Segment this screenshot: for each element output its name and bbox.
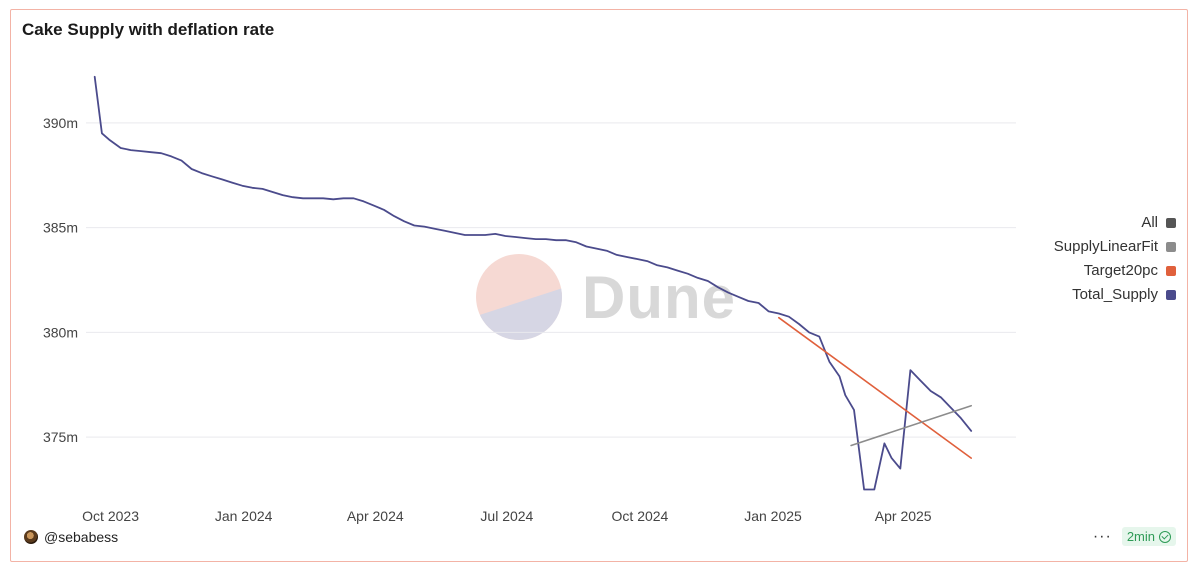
y-tick-label: 385m xyxy=(43,220,78,236)
legend-item[interactable]: All xyxy=(1141,214,1176,231)
footer-actions: ··· 2min xyxy=(1093,527,1176,546)
watermark-text: Dune xyxy=(582,263,736,331)
x-tick-label: Oct 2023 xyxy=(82,508,139,524)
legend-swatch xyxy=(1166,289,1176,300)
author[interactable]: @sebabess xyxy=(24,529,118,545)
x-tick-label: Apr 2025 xyxy=(875,508,932,524)
y-tick-label: 380m xyxy=(43,324,78,340)
chart-card xyxy=(10,9,1188,562)
legend-label: SupplyLinearFit xyxy=(1053,238,1158,255)
x-tick-label: Jan 2025 xyxy=(744,508,802,524)
x-tick-label: Oct 2024 xyxy=(612,508,669,524)
y-tick-label: 375m xyxy=(43,429,78,445)
refresh-interval: 2min xyxy=(1126,529,1155,544)
legend-swatch xyxy=(1166,217,1176,228)
x-tick-label: Apr 2024 xyxy=(347,508,404,524)
legend-label: Target20pc xyxy=(1083,262,1158,279)
legend-swatch xyxy=(1166,241,1176,252)
avatar xyxy=(24,530,38,544)
legend-label: All xyxy=(1141,214,1158,231)
refresh-badge[interactable]: 2min xyxy=(1121,527,1176,546)
legend-item[interactable]: Total_Supply xyxy=(1072,286,1176,303)
x-tick-label: Jul 2024 xyxy=(480,508,533,524)
series-line-target20pc xyxy=(778,316,972,459)
dune-logo-icon xyxy=(476,254,562,340)
more-options-icon[interactable]: ··· xyxy=(1092,527,1112,545)
legend-item[interactable]: SupplyLinearFit xyxy=(1054,238,1176,255)
x-tick-label: Jan 2024 xyxy=(215,508,273,524)
legend-item[interactable]: Target20pc xyxy=(1084,262,1176,279)
chart-title: Cake Supply with deflation rate xyxy=(22,20,275,39)
dune-watermark: Dune xyxy=(476,254,736,340)
series-line-total-supply xyxy=(93,75,973,491)
series-line-supplylinearfit xyxy=(850,404,972,447)
legend-swatch xyxy=(1166,265,1176,276)
y-tick-label: 390m xyxy=(43,115,78,131)
check-circle-icon xyxy=(1159,530,1171,543)
chart-legend: All SupplyLinearFit Target20pc Total_Supply xyxy=(1054,214,1176,303)
author-name: @sebabess xyxy=(44,529,119,545)
legend-label: Total_Supply xyxy=(1072,286,1158,303)
